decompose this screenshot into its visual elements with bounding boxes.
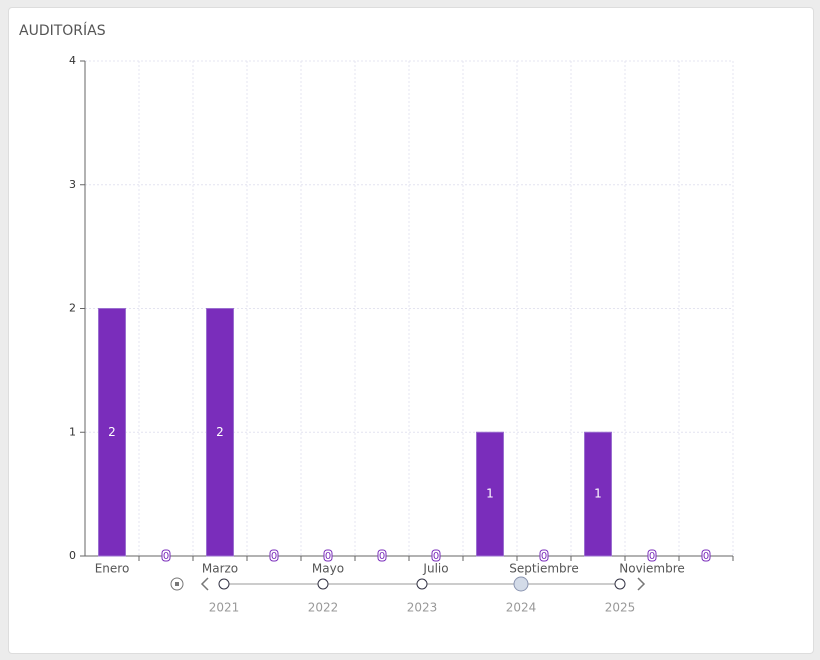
value-label: 0 bbox=[703, 551, 709, 562]
timeline-label[interactable]: 2022 bbox=[308, 601, 339, 615]
y-tick-label: 0 bbox=[69, 549, 76, 562]
value-label: 2 bbox=[216, 425, 224, 439]
value-label-box bbox=[539, 549, 549, 562]
play-button[interactable] bbox=[170, 577, 184, 591]
prev-arrow[interactable] bbox=[200, 577, 209, 591]
timeline-label[interactable]: 2025 bbox=[605, 601, 636, 615]
y-tick-label: 3 bbox=[69, 178, 76, 191]
value-label: 0 bbox=[433, 551, 439, 562]
value-label: 0 bbox=[325, 551, 331, 562]
value-label-box bbox=[323, 549, 333, 562]
timeline-label[interactable]: 2023 bbox=[407, 601, 438, 615]
value-label-box bbox=[161, 549, 171, 562]
timeline-node[interactable] bbox=[513, 576, 529, 592]
value-label-box bbox=[269, 549, 279, 562]
value-label: 0 bbox=[379, 551, 385, 562]
chart-title: AUDITORÍAS bbox=[19, 22, 106, 39]
card bbox=[8, 7, 814, 654]
x-tick-label: Septiembre bbox=[509, 562, 578, 576]
value-label-box bbox=[431, 549, 441, 562]
value-label: 0 bbox=[649, 551, 655, 562]
value-label: 2 bbox=[108, 425, 116, 439]
value-label: 1 bbox=[486, 487, 494, 501]
bar bbox=[206, 308, 234, 557]
value-label: 0 bbox=[541, 551, 547, 562]
next-arrow[interactable] bbox=[637, 577, 646, 591]
value-label-box bbox=[701, 549, 711, 562]
bar bbox=[584, 431, 612, 557]
timeline-node[interactable] bbox=[317, 578, 329, 590]
timeline-label[interactable]: 2024 bbox=[506, 601, 537, 615]
x-tick-label: Marzo bbox=[202, 562, 238, 576]
y-tick-label: 1 bbox=[69, 425, 76, 438]
bar bbox=[476, 431, 504, 557]
value-label: 0 bbox=[271, 551, 277, 562]
value-label-box bbox=[647, 549, 657, 562]
y-tick-label: 4 bbox=[69, 54, 76, 67]
x-tick-label: Enero bbox=[95, 562, 130, 576]
timeline-node[interactable] bbox=[614, 578, 626, 590]
bar bbox=[98, 308, 126, 557]
value-label-box bbox=[377, 549, 387, 562]
timeline-label[interactable]: 2021 bbox=[209, 601, 240, 615]
y-tick-label: 2 bbox=[69, 302, 76, 315]
value-label: 1 bbox=[594, 487, 602, 501]
play-icon[interactable] bbox=[170, 577, 184, 591]
x-tick-label: Noviembre bbox=[619, 562, 685, 576]
timeline-node[interactable] bbox=[218, 578, 230, 590]
play-icon-inner[interactable] bbox=[175, 582, 179, 586]
x-tick-label: Julio bbox=[422, 562, 448, 576]
value-label: 0 bbox=[163, 551, 169, 562]
timeline-node[interactable] bbox=[416, 578, 428, 590]
x-tick-label: Mayo bbox=[312, 562, 344, 576]
